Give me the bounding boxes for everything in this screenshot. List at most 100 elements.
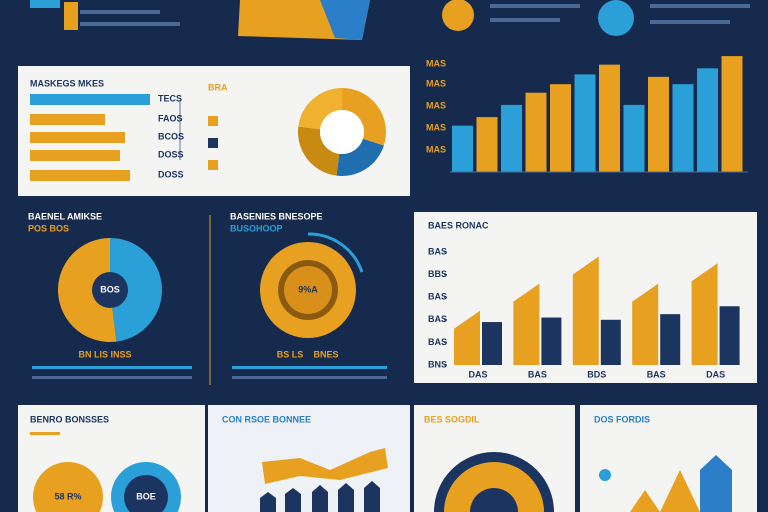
bar	[648, 76, 669, 172]
segment	[110, 238, 162, 342]
bar	[513, 283, 540, 365]
badge: BRA	[208, 82, 228, 92]
decor	[30, 432, 60, 435]
bar	[482, 322, 502, 365]
bar	[691, 263, 718, 365]
bar	[600, 319, 621, 365]
decor	[80, 10, 160, 14]
decor	[444, 462, 544, 512]
footer: BS LS	[277, 349, 304, 359]
circle	[33, 462, 103, 512]
decor	[364, 481, 380, 512]
decor	[630, 490, 660, 512]
bar-label: BCOS	[158, 131, 184, 141]
decor	[650, 20, 730, 24]
decor	[232, 376, 387, 379]
icon	[208, 138, 218, 148]
bar	[452, 125, 473, 172]
decor	[80, 22, 180, 26]
axis-label: MAS	[426, 58, 446, 68]
decor	[285, 488, 301, 512]
y-tick-label: BBS	[428, 269, 447, 279]
bar	[550, 84, 571, 172]
icon	[208, 116, 218, 126]
decor	[307, 232, 364, 273]
circle-label: 58 R%	[54, 491, 81, 501]
decor	[490, 4, 580, 8]
panel-title: MASKEGS MKES	[30, 78, 104, 88]
arrow	[262, 448, 388, 484]
decor	[338, 483, 354, 512]
panel-title: BAENEL AMIKSE	[28, 211, 102, 221]
bar-label: DOSS	[158, 169, 184, 179]
bar	[623, 104, 645, 172]
decor	[232, 366, 387, 369]
bar	[572, 256, 599, 365]
bar	[574, 74, 596, 172]
pie-center	[92, 272, 128, 308]
x-tick-label: BDS	[587, 369, 606, 379]
bar	[476, 117, 498, 172]
circle-label: BOE	[136, 491, 156, 501]
pie-label: BOS	[100, 284, 120, 294]
bar	[30, 114, 105, 125]
bar	[632, 283, 659, 365]
panel-subtitle: BUSOHOOP	[230, 223, 283, 233]
gauge	[284, 266, 332, 314]
footer: BN LIS INSS	[78, 349, 131, 359]
decor	[650, 4, 750, 8]
bar	[541, 317, 562, 365]
decor	[312, 485, 328, 512]
segment	[342, 88, 387, 146]
bar	[30, 150, 120, 161]
bar	[697, 68, 718, 172]
y-tick-label: BNS	[428, 359, 447, 369]
bar	[30, 132, 125, 143]
y-tick-label: BAS	[428, 337, 447, 347]
gauge-label: 9%A	[298, 284, 318, 294]
bar	[660, 314, 681, 365]
decor	[490, 18, 560, 22]
bar	[719, 306, 740, 365]
decor	[64, 2, 78, 30]
decor	[30, 0, 60, 8]
segment	[298, 88, 342, 130]
icon	[208, 160, 218, 170]
bar	[30, 94, 150, 105]
bar-label: DOSS	[158, 149, 184, 159]
decor	[32, 366, 192, 369]
axis-label: MAS	[426, 122, 446, 132]
footer: BNES	[313, 349, 338, 359]
axis-label: MAS	[426, 100, 446, 110]
x-tick-label: BAS	[528, 369, 547, 379]
axis-label: MAS	[426, 78, 446, 88]
bar	[30, 170, 130, 181]
decor	[700, 455, 732, 512]
x-tick-label: DAS	[706, 369, 725, 379]
segment	[298, 126, 340, 176]
bar	[672, 84, 694, 172]
y-tick-label: BAS	[428, 246, 447, 256]
panel-title: DOS FORDIS	[594, 414, 650, 424]
panel-title: BAES RONAC	[428, 220, 489, 230]
decor	[320, 0, 370, 40]
panel-title: CON RSOE BONNEE	[222, 414, 311, 424]
y-tick-label: BAS	[428, 292, 447, 302]
x-tick-label: DAS	[468, 369, 487, 379]
decor	[32, 376, 192, 379]
axis-label: MAS	[426, 144, 446, 154]
decor	[442, 0, 474, 31]
decor	[470, 488, 518, 512]
panel-title: BASENIES BNESOPE	[230, 211, 323, 221]
bar	[721, 56, 743, 172]
segment	[336, 138, 384, 176]
y-tick-label: BAS	[428, 314, 447, 324]
decor	[660, 470, 700, 512]
bar-label: TECS	[158, 93, 182, 103]
panel-title: BENRO BONSSES	[30, 414, 109, 424]
bar	[599, 64, 620, 172]
x-tick-label: BAS	[647, 369, 666, 379]
donut-hole	[320, 110, 364, 154]
panel-subtitle: POS BOS	[28, 223, 69, 233]
